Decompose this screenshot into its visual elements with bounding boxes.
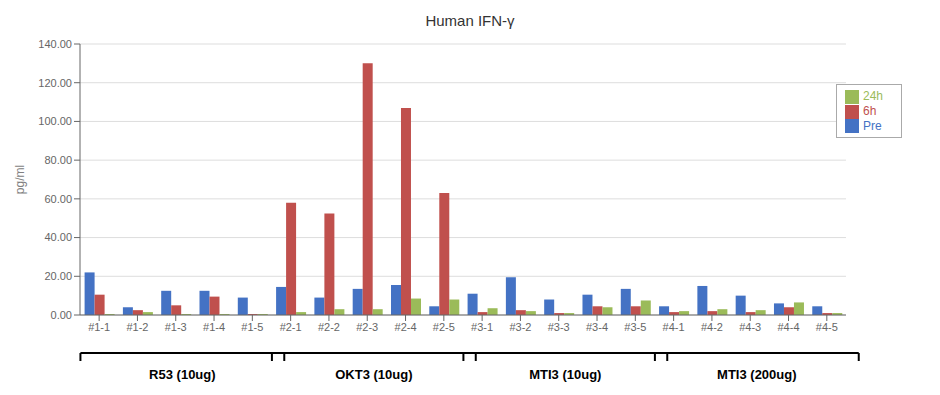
svg-text:#3-2: #3-2 [509,321,531,333]
svg-text:0.00: 0.00 [51,309,72,321]
svg-text:#1-1: #1-1 [88,321,110,333]
svg-text:#1-5: #1-5 [241,321,263,333]
svg-text:#3-1: #3-1 [471,321,493,333]
svg-text:#3-5: #3-5 [624,321,646,333]
svg-text:#1-3: #1-3 [165,321,187,333]
svg-text:pg/ml: pg/ml [13,165,27,194]
svg-text:#4-4: #4-4 [778,321,800,333]
html-text:6h: 6h [863,103,877,118]
svg-text:MTI3 (200ug): MTI3 (200ug) [717,367,796,382]
svg-text:#2-4: #2-4 [395,321,417,333]
svg-text:100.00: 100.00 [38,115,72,127]
svg-text:OKT3 (10ug): OKT3 (10ug) [335,367,412,382]
svg-text:#4-1: #4-1 [663,321,685,333]
svg-text:#1-2: #1-2 [126,321,148,333]
html-text:Pre: Pre [863,118,882,133]
svg-text:#2-5: #2-5 [433,321,455,333]
svg-text:140.00: 140.00 [38,38,72,50]
svg-text:#4-2: #4-2 [701,321,723,333]
svg-text:#2-3: #2-3 [356,321,378,333]
svg-text:#1-4: #1-4 [203,321,225,333]
svg-text:#4-5: #4-5 [816,321,838,333]
svg-text:#2-2: #2-2 [318,321,340,333]
svg-text:#3-4: #3-4 [586,321,608,333]
svg-text:MTI3 (10ug): MTI3 (10ug) [529,367,601,382]
svg-text:80.00: 80.00 [44,154,72,166]
html-text:24h: 24h [863,89,883,103]
svg-text:120.00: 120.00 [38,77,72,89]
svg-text:R53 (10ug): R53 (10ug) [149,367,215,382]
html-text:Human IFN-γ: Human IFN-γ [425,12,515,29]
svg-text:60.00: 60.00 [44,193,72,205]
svg-text:#2-1: #2-1 [280,321,302,333]
svg-text:20.00: 20.00 [44,270,72,282]
svg-text:40.00: 40.00 [44,231,72,243]
svg-text:#4-3: #4-3 [739,321,761,333]
svg-text:#3-3: #3-3 [548,321,570,333]
